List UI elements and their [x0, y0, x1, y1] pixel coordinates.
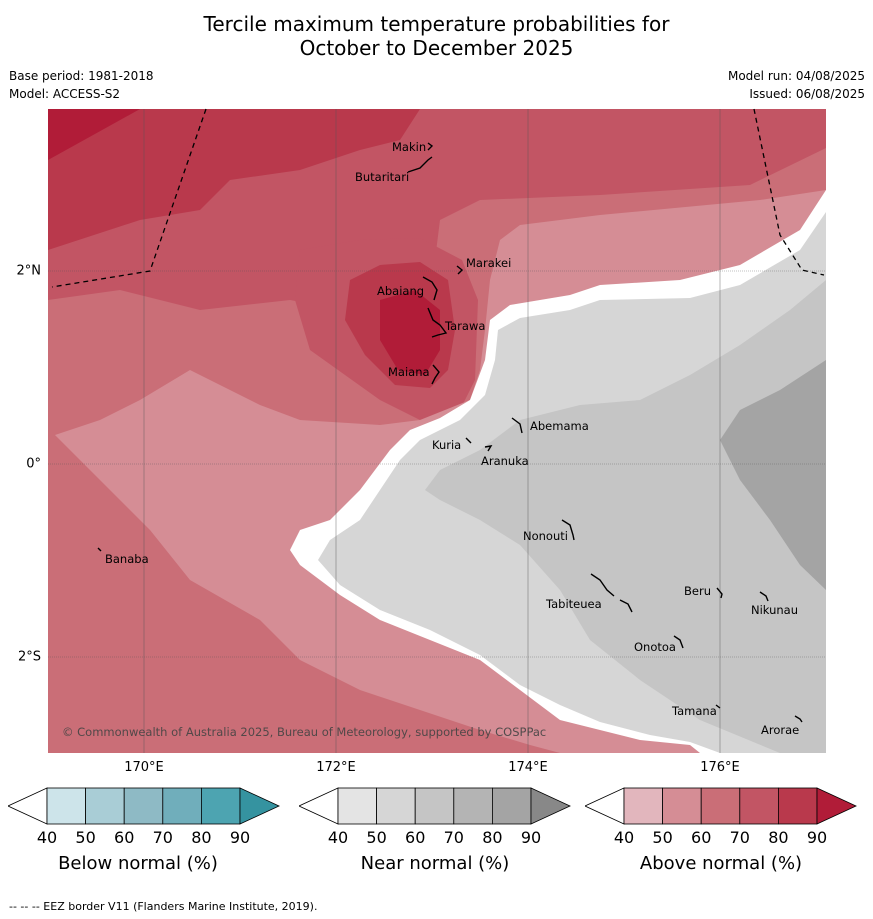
colorbar-tick-label: 60: [691, 828, 712, 847]
colorbar-tick-label: 50: [652, 828, 673, 847]
eez-border: [51, 108, 825, 288]
island-outlines: [97, 142, 803, 723]
colorbar-swatch: [85, 787, 125, 825]
colorbar-swatch: [777, 787, 818, 825]
place-label: Abemama: [530, 419, 589, 433]
colorbar-arrow-high: [530, 787, 571, 825]
colorbar-tick-label: 70: [729, 828, 750, 847]
metadata-right: Model run: 04/08/2025 Issued: 06/08/2025: [728, 67, 865, 103]
colorbar-swatch: [200, 787, 241, 825]
colorbar-swatch: [414, 787, 455, 825]
colorbar-swatch: [123, 787, 164, 825]
eez-footnote: -- -- -- EEZ border V11 (Flanders Marine…: [9, 900, 318, 913]
lat-label: 2°N: [16, 263, 42, 279]
colorbar-arrow-low: [585, 787, 625, 825]
lon-label: 170°E: [124, 760, 164, 775]
place-label: Aranuka: [481, 454, 529, 468]
colorbar-arrow-high: [239, 787, 280, 825]
model-run: Model run: 04/08/2025: [727, 69, 865, 83]
colorbar-tick-label: 90: [806, 828, 828, 847]
model-name: Model: ACCESS-S2: [9, 87, 121, 101]
place-label: Makin: [392, 140, 426, 154]
colorbar-tick-label: 60: [114, 828, 135, 847]
colorbar-swatch: [662, 787, 702, 825]
place-label: Onotoa: [634, 640, 676, 654]
colorbar-swatch: [700, 787, 741, 825]
colorbar-arrow-high: [816, 787, 857, 825]
above-90-corner: [48, 109, 140, 160]
colorbar-tick-label: 40: [327, 828, 349, 847]
colorbar-tick-label: 80: [482, 828, 503, 847]
near-70-region: [720, 360, 826, 590]
above-90-core: [380, 290, 440, 375]
colorbar-title-below: Below normal (%): [58, 853, 218, 874]
colorbar-swatch: [46, 787, 86, 825]
lon-label: 176°E: [700, 760, 740, 775]
place-label: Banaba: [105, 552, 149, 566]
colorbar-swatch: [623, 787, 663, 825]
colorbar-tick-label: 90: [229, 828, 251, 847]
place-label: Maiana: [388, 365, 430, 379]
colorbar-below-normal: [8, 787, 280, 825]
place-label: Tarawa: [444, 319, 485, 333]
colorbar-tick-label: 50: [366, 828, 387, 847]
title-line-1: Tercile maximum temperature probabilitie…: [203, 12, 670, 36]
colorbar-tick-label: 70: [152, 828, 173, 847]
place-label: Marakei: [466, 256, 511, 270]
place-label: Abaiang: [377, 284, 424, 298]
place-label: Arorae: [761, 723, 799, 737]
colorbar-near-normal: [299, 787, 571, 825]
colorbar-title-above: Above normal (%): [639, 853, 803, 874]
place-label: Nonouti: [523, 529, 568, 543]
lon-label: 174°E: [508, 760, 548, 775]
colorbar-swatch: [491, 787, 532, 825]
place-label: Nikunau: [751, 603, 798, 617]
colorbar-tick-label: 40: [613, 828, 635, 847]
colorbar-swatch: [739, 787, 779, 825]
colorbar-above-normal: [585, 787, 857, 825]
title-line-2: October to December 2025: [299, 36, 574, 60]
above-80-band-northwest: [48, 109, 420, 250]
lat-label: 0°: [26, 456, 41, 472]
colorbar-swatch: [453, 787, 493, 825]
colorbar-title-near: Near normal (%): [360, 853, 510, 874]
base-period: Base period: 1981-2018: [9, 69, 154, 83]
graticule: [48, 109, 826, 753]
colorbar-tick-label: 70: [443, 828, 464, 847]
place-label: Tamana: [671, 704, 717, 718]
lon-label: 172°E: [316, 760, 356, 775]
colorbar-tick-label: 80: [191, 828, 212, 847]
lat-label: 2°S: [17, 649, 41, 665]
colorbar-tick-label: 60: [405, 828, 426, 847]
place-label: Beru: [684, 584, 711, 598]
metadata-left: Base period: 1981-2018 Model: ACCESS-S2: [9, 67, 154, 103]
colorbar-tick-label: 40: [36, 828, 58, 847]
place-label: Kuria: [432, 438, 461, 452]
near-60-region: [425, 280, 826, 753]
colorbar-swatch: [337, 787, 377, 825]
issued-date: Issued: 06/08/2025: [749, 87, 865, 101]
map-field: [48, 109, 826, 753]
place-labels: Makin Butaritari Marakei Abaiang Tarawa …: [105, 140, 799, 737]
colorbar-swatch: [162, 787, 202, 825]
colorbar-tick-label: 80: [768, 828, 789, 847]
colorbar-arrow-low: [299, 787, 339, 825]
colorbar-tick-label: 90: [520, 828, 542, 847]
place-label: Tabiteuea: [545, 597, 602, 611]
colorbar-swatch: [376, 787, 416, 825]
map-title: Tercile maximum temperature probabilitie…: [0, 12, 873, 60]
colorbar-tick-label: 50: [75, 828, 96, 847]
place-label: Butaritari: [355, 170, 409, 184]
colorbar-arrow-low: [8, 787, 48, 825]
copyright-notice: © Commonwealth of Australia 2025, Bureau…: [62, 725, 546, 739]
